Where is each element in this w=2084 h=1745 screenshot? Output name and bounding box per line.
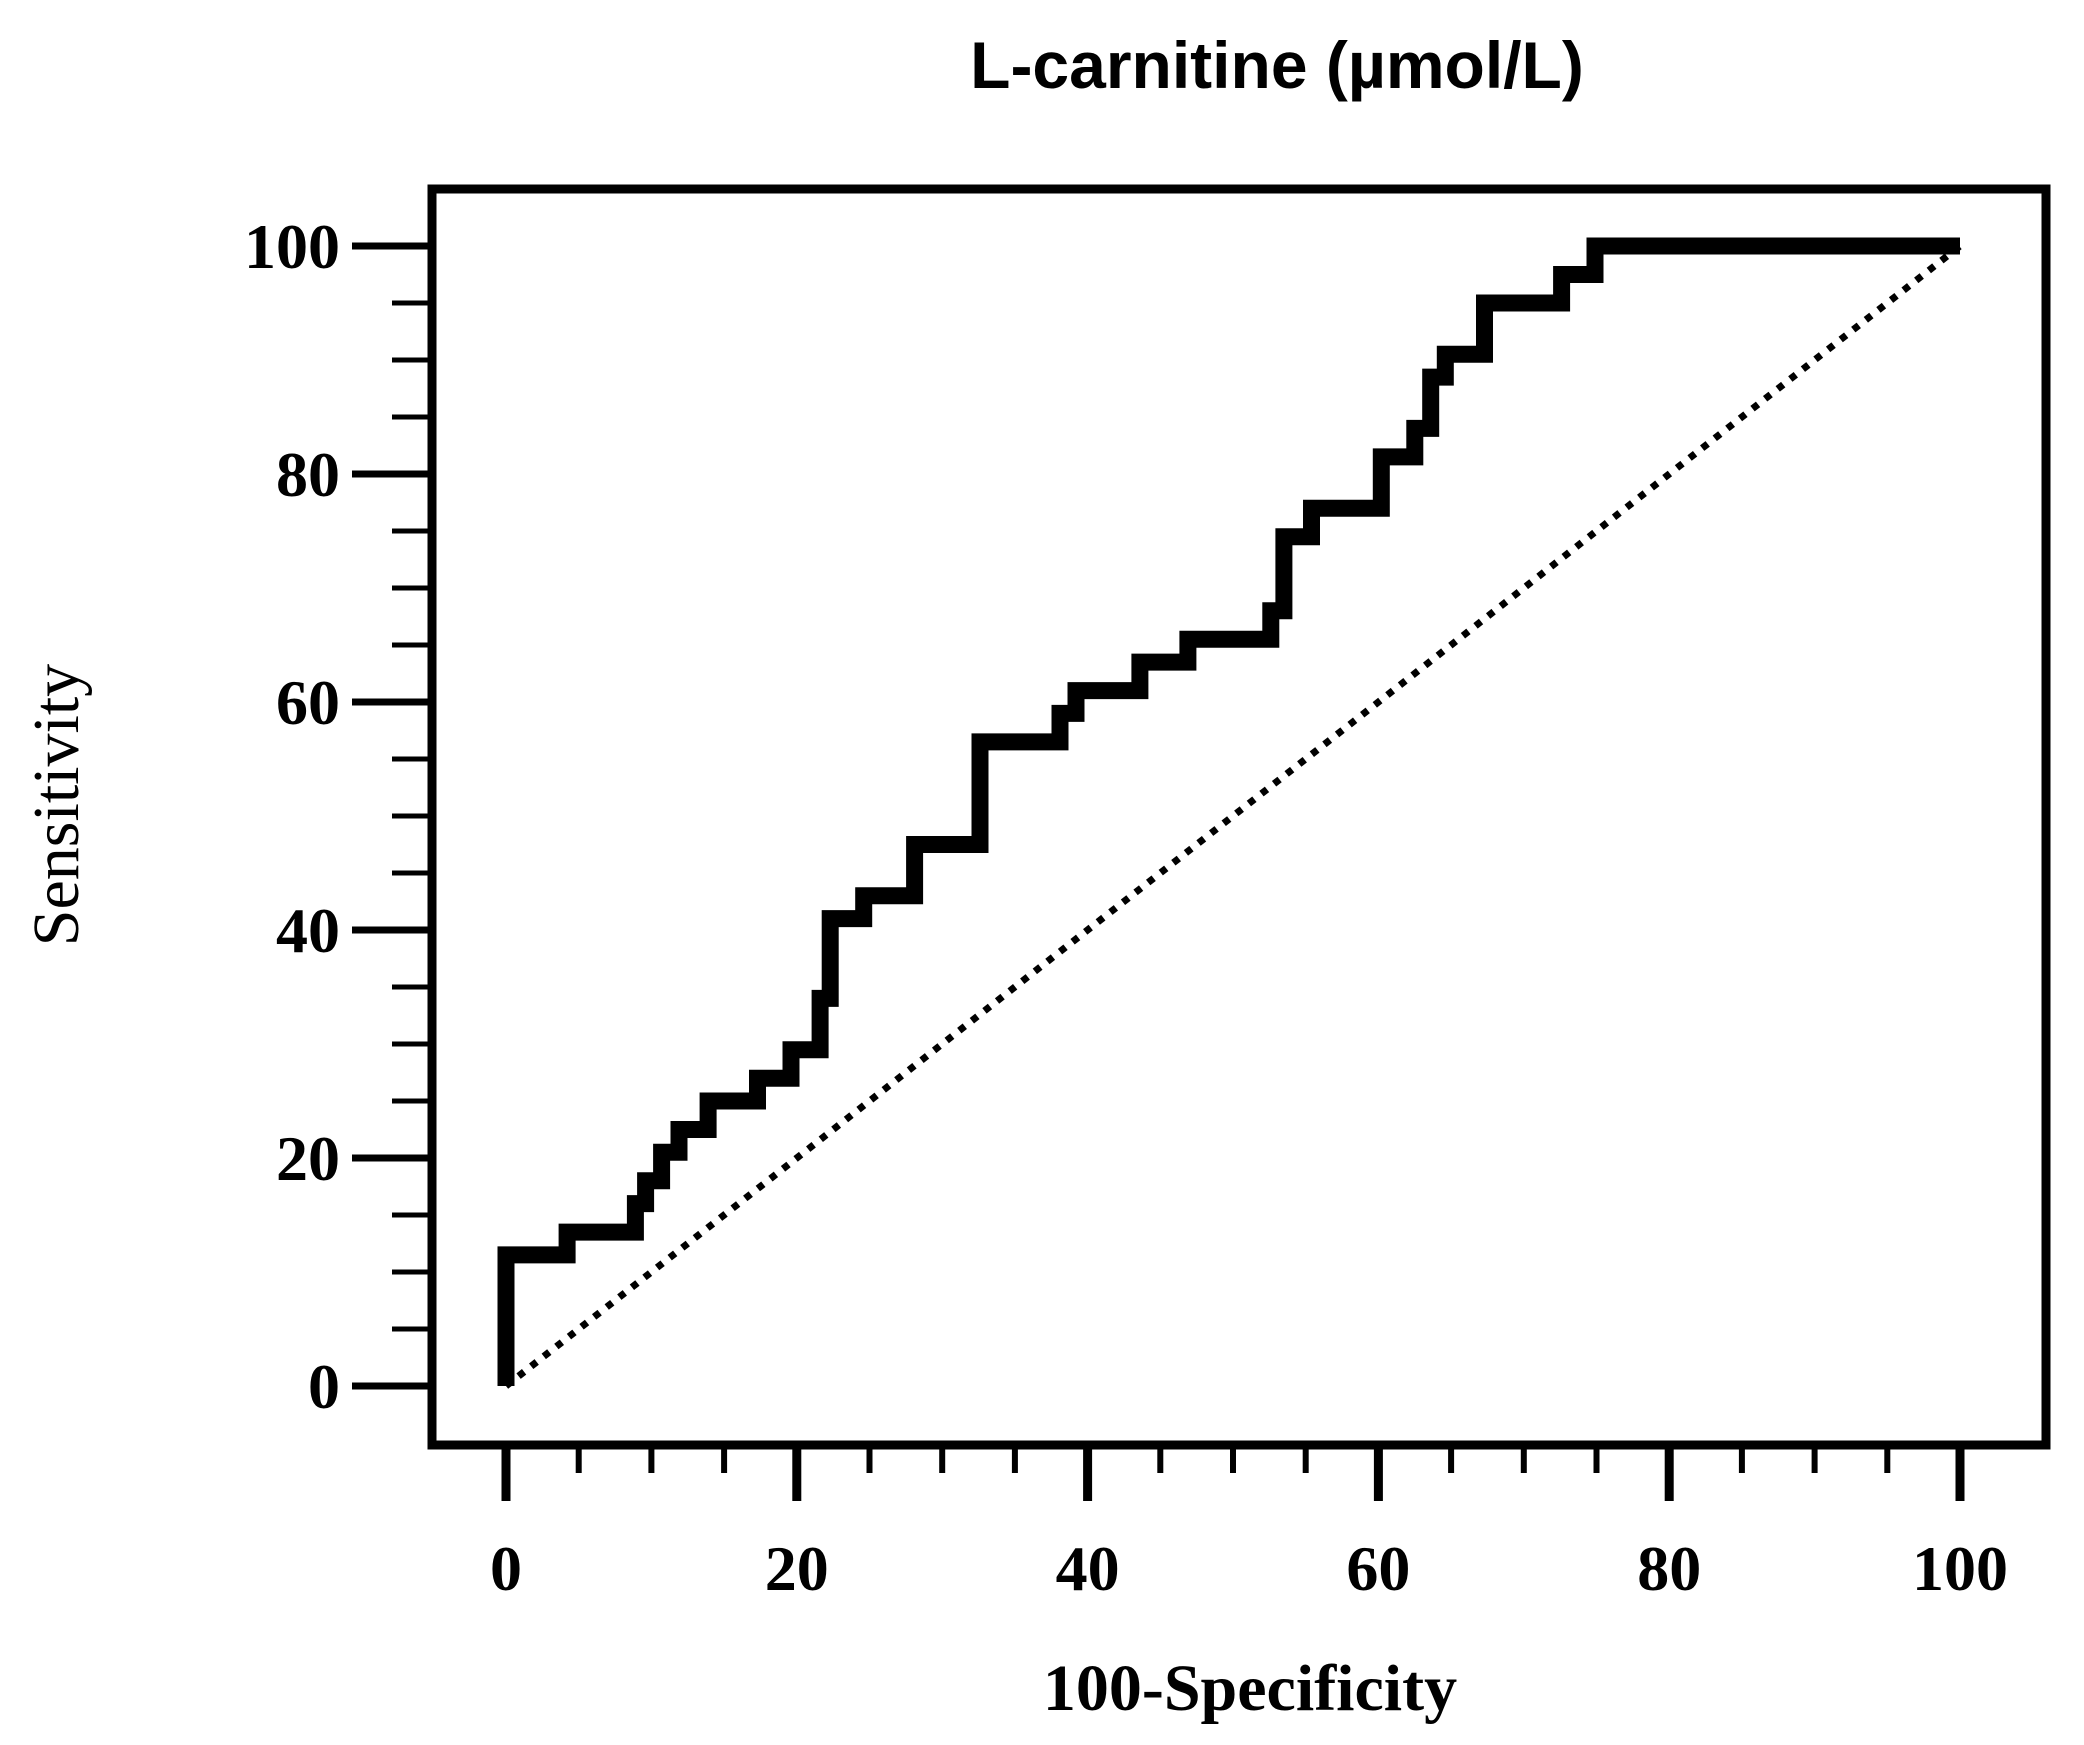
x-tick-label: 100: [1912, 1533, 2008, 1604]
y-tick-label: 40: [276, 895, 340, 966]
y-tick-label: 80: [276, 439, 340, 510]
y-tick-label: 0: [308, 1351, 340, 1422]
y-tick-label: 60: [276, 667, 340, 738]
series-layer: [497, 237, 1963, 1389]
y-tick-label: 20: [276, 1123, 340, 1194]
roc-curve-line: [497, 237, 1960, 1386]
reference-diagonal-line: [503, 243, 1963, 1389]
x-axis-tick-labels: 0 20 40 60 80 100: [490, 1533, 2008, 1604]
x-tick-label: 60: [1346, 1533, 1410, 1604]
y-tick-label: 100: [244, 211, 340, 282]
chart-title: L-carnitine (µmol/L): [970, 28, 1584, 102]
x-axis-ticks: [501, 1445, 1965, 1501]
y-axis-label: Sensitivity: [20, 664, 93, 946]
x-tick-label: 40: [1056, 1533, 1120, 1604]
x-tick-label: 0: [490, 1533, 522, 1604]
x-tick-label: 80: [1637, 1533, 1701, 1604]
y-axis-ticks: [352, 242, 432, 1390]
x-axis-label: 100-Specificity: [1043, 1652, 1457, 1725]
x-tick-label: 20: [765, 1533, 829, 1604]
y-axis-tick-labels: 0 20 40 60 80 100: [244, 211, 340, 1422]
